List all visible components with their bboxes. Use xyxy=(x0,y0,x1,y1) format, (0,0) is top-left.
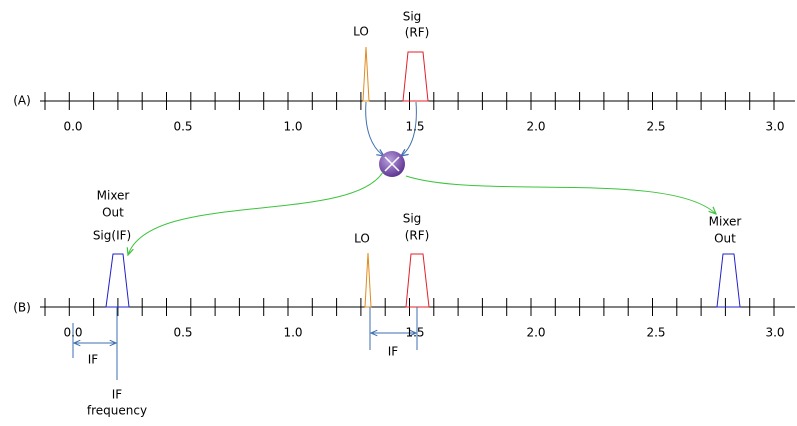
if-frequency-label: IF xyxy=(112,388,123,402)
if-frequency-label: frequency xyxy=(87,404,147,418)
axis-label: 0.5 xyxy=(173,120,192,134)
if-label: IF xyxy=(388,345,399,359)
mixer-out-label: Out xyxy=(714,232,736,246)
image-signal xyxy=(716,253,741,308)
axis-label: 2.5 xyxy=(646,120,665,134)
axis-label: 3.0 xyxy=(765,326,784,340)
rf-signal xyxy=(405,253,430,308)
row-label: (A) xyxy=(13,94,31,108)
mixer-x xyxy=(384,156,400,172)
axis-label: 1.5 xyxy=(405,120,424,134)
sig-label: Sig xyxy=(403,10,422,24)
lo-label: LO xyxy=(354,232,370,246)
axis-label: 0.0 xyxy=(63,326,82,340)
mixer-out-label: Mixer xyxy=(97,189,130,203)
lo-signal xyxy=(364,252,372,308)
row-label: (B) xyxy=(13,301,31,315)
if-signal xyxy=(105,253,130,308)
arrow xyxy=(128,171,384,255)
sig-label: (RF) xyxy=(405,26,430,40)
axis-label: 1.0 xyxy=(283,326,302,340)
axis-label: 1.5 xyxy=(405,326,424,340)
axis-label: 0.5 xyxy=(173,326,192,340)
mixer-out-label: Mixer xyxy=(709,215,742,229)
arrow xyxy=(405,175,716,214)
rf-signal xyxy=(402,51,429,102)
arrow xyxy=(401,101,417,156)
sig-label: (RF) xyxy=(405,229,430,243)
sig-label: Sig xyxy=(403,212,422,226)
if-label: IF xyxy=(88,353,99,367)
axis-label: 2.5 xyxy=(646,326,665,340)
sig-if-label: Sig(IF) xyxy=(93,229,131,243)
mixer-out-label: Out xyxy=(102,206,124,220)
axis-label: 2.0 xyxy=(526,326,545,340)
arrow xyxy=(365,101,384,156)
axis-label: 2.0 xyxy=(526,120,545,134)
axis-label: 1.0 xyxy=(283,120,302,134)
axis-label: 0.0 xyxy=(63,120,82,134)
lo-signal xyxy=(362,46,370,102)
axis-label: 3.0 xyxy=(765,120,784,134)
lo-label: LO xyxy=(353,25,369,39)
